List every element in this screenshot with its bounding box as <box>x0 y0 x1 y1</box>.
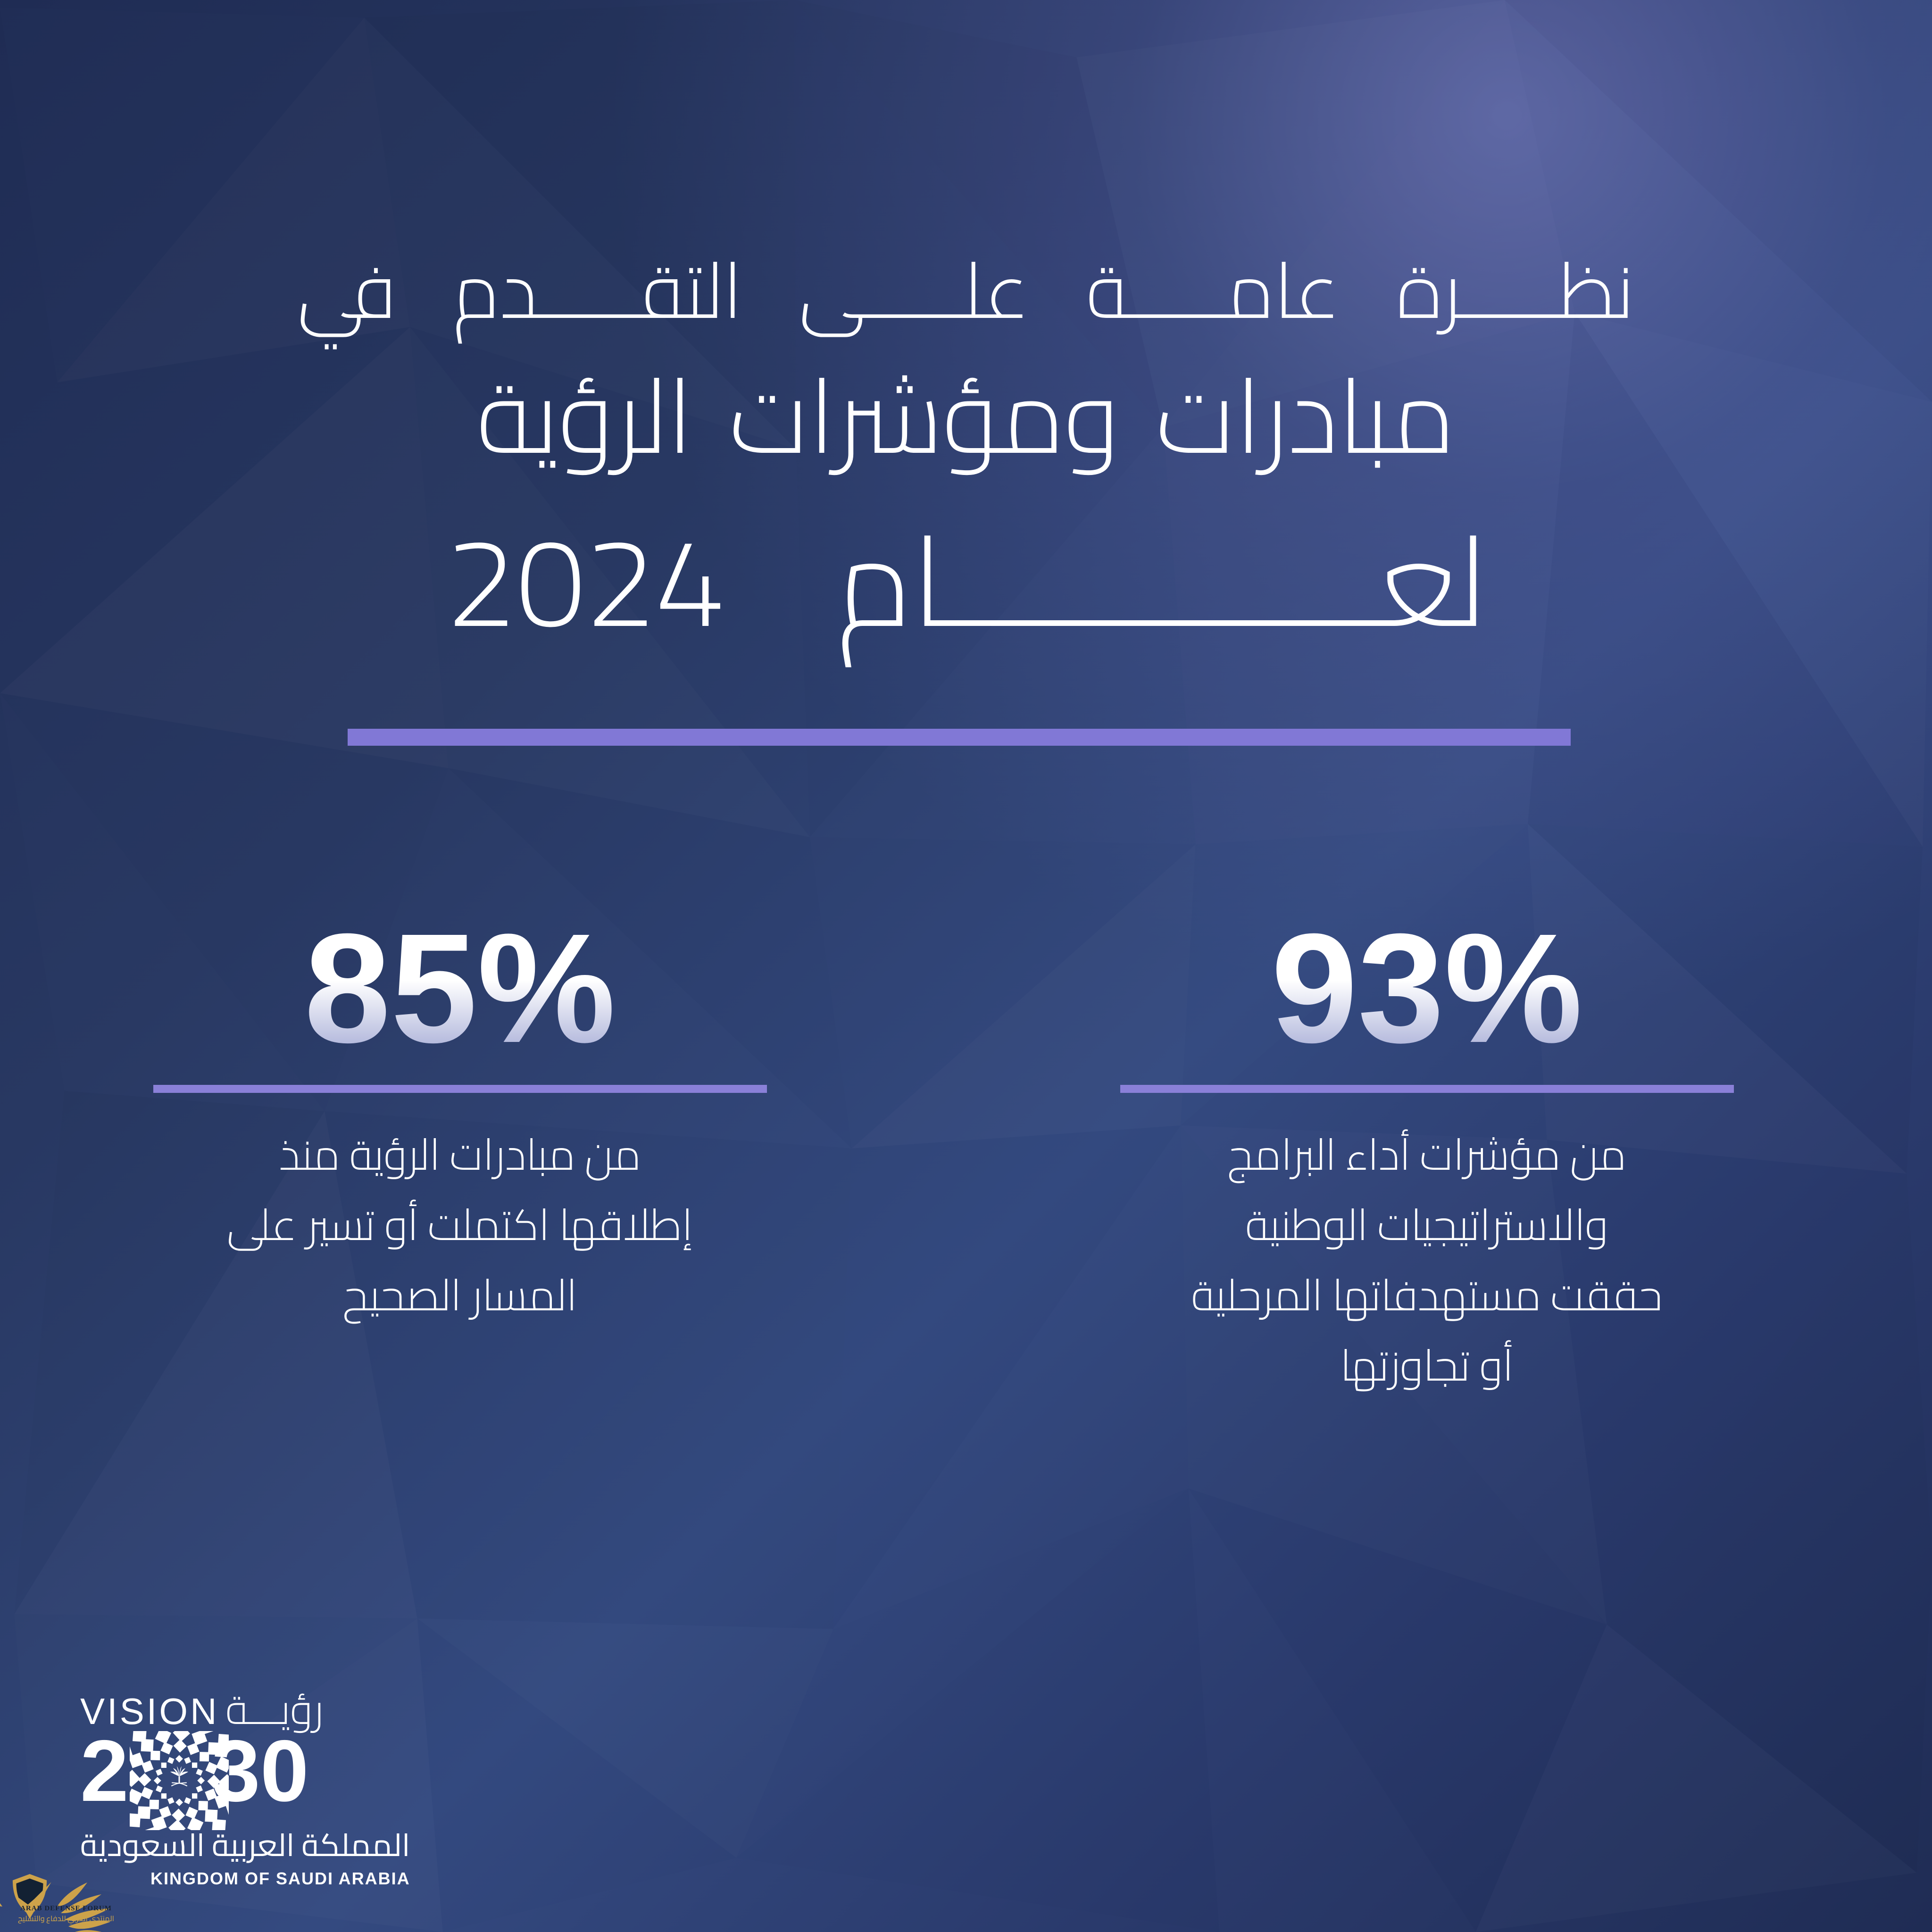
svg-text:DA: DA <box>19 1930 40 1932</box>
